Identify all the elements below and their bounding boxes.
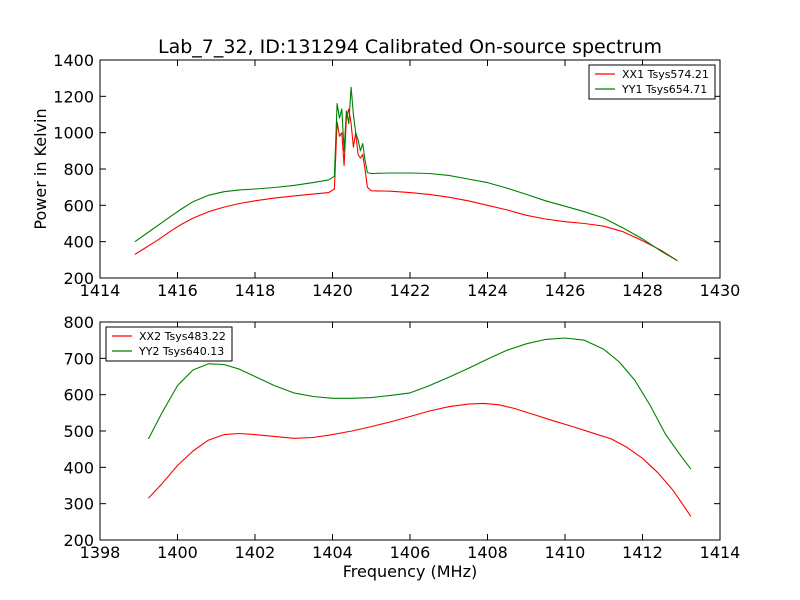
x-tick-label: 1410 — [545, 543, 586, 562]
x-tick-label: 1414 — [700, 543, 741, 562]
legend-box — [588, 64, 716, 100]
y-tick-label: 1000 — [53, 124, 94, 143]
legend-label-1: XX1 Tsys574.21 — [622, 68, 709, 81]
x-tick-label: 1418 — [235, 281, 276, 300]
legend-label-2: YY1 Tsys654.71 — [621, 83, 707, 96]
figure-title: Lab_7_32, ID:131294 Calibrated On-source… — [158, 36, 662, 58]
y-tick-label: 1200 — [53, 87, 94, 106]
y-tick-label: 700 — [63, 349, 94, 368]
y-tick-label: 800 — [63, 160, 94, 179]
x-tick-label: 1398 — [80, 543, 121, 562]
legend: XX1 Tsys574.21 YY1 Tsys654.71 — [588, 64, 716, 100]
legend-label-1: XX2 Tsys483.22 — [139, 330, 226, 343]
legend-box — [105, 326, 233, 362]
x-tick-label: 1426 — [545, 281, 586, 300]
x-tick-label: 1420 — [312, 281, 353, 300]
series-line-1 — [147, 402, 692, 517]
y-tick-label: 200 — [63, 531, 94, 550]
x-tick-label: 1408 — [467, 543, 508, 562]
series-line-2 — [134, 86, 678, 262]
y-axis-title: Power in Kelvin — [31, 108, 50, 229]
x-tick-label: 1412 — [622, 543, 663, 562]
x-tick-label: 1400 — [157, 543, 198, 562]
x-tick-label: 1422 — [390, 281, 431, 300]
x-tick-label: 1416 — [157, 281, 198, 300]
x-tick-label: 1428 — [622, 281, 663, 300]
y-tick-label: 200 — [63, 269, 94, 288]
legend-label-2: YY2 Tsys640.13 — [138, 345, 224, 358]
bottom-panel: 1398 1400 1402 1404 1406 1408 1410 1412 1414 200 3… — [63, 313, 740, 581]
x-tick-label: 1402 — [235, 543, 276, 562]
x-tick-label: 1404 — [312, 543, 353, 562]
x-tick-label: 1414 — [80, 281, 121, 300]
series-line-1 — [134, 108, 678, 262]
y-tick-label: 400 — [63, 233, 94, 252]
y-tick-label: 800 — [63, 313, 94, 332]
y-tick-label: 600 — [63, 386, 94, 405]
y-tick-label: 300 — [63, 495, 94, 514]
x-tick-label: 1406 — [390, 543, 431, 562]
top-panel: 1414 1416 1418 1420 1422 1424 1426 1428 1430 200 4… — [31, 51, 740, 300]
legend: XX2 Tsys483.22 YY2 Tsys640.13 — [105, 326, 233, 362]
y-tick-label: 400 — [63, 458, 94, 477]
x-tick-label: 1430 — [700, 281, 741, 300]
series-line-2 — [147, 337, 692, 470]
y-tick-label: 1400 — [53, 51, 94, 70]
x-tick-label: 1424 — [467, 281, 508, 300]
y-tick-label: 600 — [63, 196, 94, 215]
y-tick-label: 500 — [63, 422, 94, 441]
x-axis-title: Frequency (MHz) — [343, 562, 477, 581]
